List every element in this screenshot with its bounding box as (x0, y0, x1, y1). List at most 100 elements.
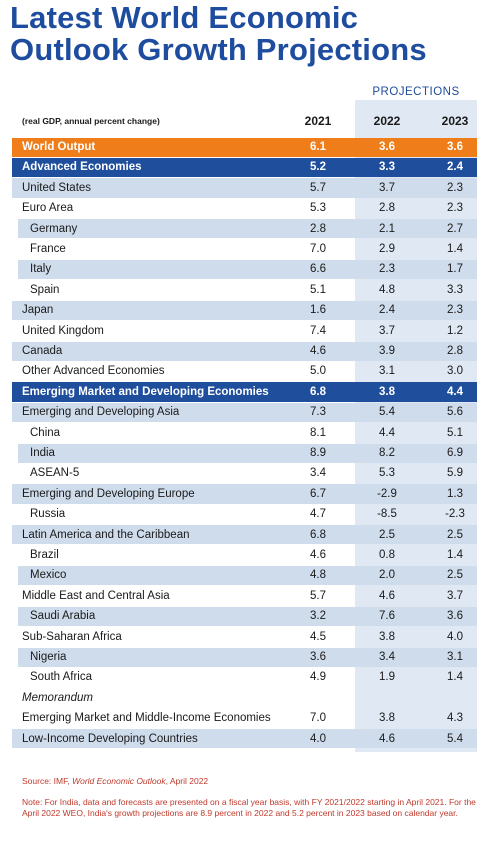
header-year: 2023 (441, 114, 469, 128)
row-value: 2.3 (447, 202, 463, 215)
row-value: 4.6 (310, 549, 326, 561)
row-value: 7.6 (379, 610, 395, 623)
row-value: 4.6 (310, 345, 326, 357)
row-label: Low-Income Developing Countries (22, 732, 198, 745)
row-value: 3.7 (379, 181, 395, 194)
row-value: 1.7 (447, 263, 463, 276)
row-background (12, 382, 477, 402)
row-label: India (30, 447, 55, 459)
row-label: Japan (22, 304, 54, 317)
row-value: 3.8 (379, 630, 395, 643)
row-label: Italy (30, 263, 52, 276)
row-value: 3.7 (447, 589, 463, 602)
header-label: (real GDP, annual percent change) (22, 116, 160, 126)
row-value: 2.5 (447, 528, 463, 541)
row-label: United States (22, 181, 92, 194)
row-value: 2.9 (379, 243, 395, 255)
row-background (12, 178, 477, 198)
row-label: United Kingdom (22, 324, 104, 337)
source: Source: IMF, World Economic Outlook, Apr… (22, 776, 208, 786)
row-value: 5.1 (310, 283, 326, 296)
row-background (12, 341, 477, 361)
row-background (12, 484, 477, 504)
note: Note: For India, data and forecasts are … (22, 797, 476, 818)
row-background (12, 402, 477, 423)
row-value: 7.0 (310, 712, 326, 725)
row-value: 6.1 (310, 141, 326, 153)
row-value: 3.8 (379, 712, 395, 725)
row-label: Emerging Market and Middle-Income Econom… (22, 712, 271, 725)
header-year: 2022 (373, 114, 401, 128)
row-value: 3.6 (379, 141, 395, 153)
row-value: 2.3 (379, 263, 395, 276)
row-background (18, 565, 477, 586)
row-label: Other Advanced Economies (22, 365, 165, 378)
row-background (12, 525, 477, 545)
row-value: 6.8 (310, 528, 326, 541)
row-label: Memorandum (22, 691, 93, 704)
row-value: 7.4 (310, 324, 326, 337)
source-title: World Economic Outlook (72, 776, 166, 786)
row-background (12, 137, 477, 157)
row-label: Advanced Economies (22, 161, 142, 174)
row-label: Euro Area (22, 202, 74, 215)
row-value: 5.3 (379, 467, 395, 480)
row-value: 5.6 (447, 406, 463, 419)
row-value: 4.8 (379, 283, 395, 296)
row-value: 3.9 (379, 345, 395, 357)
row-value: -8.5 (377, 508, 397, 521)
row-value: 4.5 (310, 630, 326, 643)
row-value: 8.1 (310, 426, 326, 439)
row-value: 4.7 (310, 508, 326, 521)
row-value: 2.8 (379, 202, 395, 215)
row-value: 5.1 (447, 426, 463, 439)
row-value: -2.9 (377, 487, 397, 500)
row-value: 8.2 (379, 447, 395, 459)
projections-band (355, 100, 477, 752)
row-value: 3.8 (379, 385, 395, 398)
row-value: 5.7 (310, 181, 326, 194)
row-value: 5.0 (310, 365, 326, 378)
row-label: France (30, 243, 66, 255)
row-value: 5.7 (310, 589, 326, 602)
row-label: China (30, 426, 61, 439)
row-value: 5.2 (310, 161, 326, 174)
row-value: 4.0 (447, 630, 463, 643)
row-value: 5.4 (379, 406, 395, 419)
row-label: Emerging and Developing Europe (22, 487, 195, 500)
row-value: 2.7 (447, 222, 463, 235)
row-value: 2.4 (447, 161, 463, 174)
row-value: 2.8 (447, 345, 463, 357)
row-background (12, 300, 477, 321)
row-value: 3.2 (310, 610, 326, 623)
row-value: 3.1 (447, 651, 463, 663)
row-label: South Africa (30, 671, 93, 684)
projections-label: PROJECTIONS (372, 86, 460, 98)
row-label: World Output (22, 141, 96, 153)
row-label: Germany (30, 222, 78, 235)
row-value: 8.9 (310, 447, 326, 459)
row-label: Brazil (30, 549, 59, 561)
row-value: 7.3 (310, 406, 326, 419)
row-value: 3.1 (379, 365, 395, 378)
row-label: Middle East and Central Asia (22, 589, 170, 602)
title: Latest World Economic Outlook Growth Pro… (10, 0, 427, 67)
row-value: 6.6 (310, 263, 326, 276)
row-label: Emerging and Developing Asia (22, 406, 180, 419)
row-label: Latin America and the Caribbean (22, 528, 190, 541)
row-value: 4.6 (379, 732, 395, 745)
row-value: 3.4 (310, 467, 326, 480)
row-value: 6.8 (310, 385, 326, 398)
row-value: 0.8 (379, 549, 395, 561)
row-value: 4.9 (310, 671, 326, 684)
row-background (12, 729, 477, 749)
row-background (18, 606, 477, 627)
row-value: 3.3 (447, 283, 463, 296)
row-value: 5.3 (310, 202, 326, 215)
row-value: 1.9 (379, 671, 395, 684)
row-background (18, 259, 477, 280)
row-value: 3.4 (379, 651, 395, 663)
row-value: 2.3 (447, 181, 463, 194)
row-background (12, 157, 477, 178)
row-label: Spain (30, 283, 60, 296)
